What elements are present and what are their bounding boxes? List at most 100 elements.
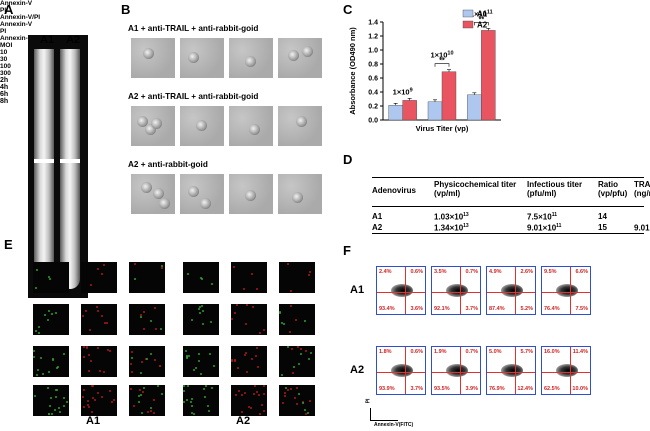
tem-image-r2c2: [180, 106, 224, 146]
cell-spot: [187, 385, 189, 387]
cell-spot: [186, 357, 188, 359]
cell-spot: [259, 413, 261, 415]
cell-spot: [244, 354, 246, 356]
cell-spot: [241, 394, 243, 396]
cell-spot: [130, 388, 132, 390]
cell-spot: [54, 409, 56, 411]
cell-spot: [193, 413, 195, 415]
virion-particle: [200, 198, 211, 209]
titer-annotation: 1×1011: [470, 9, 493, 18]
cell-spot: [155, 328, 157, 330]
tem-image-r1c2: [180, 38, 224, 78]
panel-a-label: A: [4, 2, 14, 17]
cell-spot: [37, 369, 39, 371]
fluorescence-image: [33, 262, 69, 293]
tube-a1-glass: [34, 49, 54, 289]
cell-spot: [161, 267, 163, 269]
tem-image-r3c4: [278, 174, 322, 214]
cell-spot: [35, 330, 37, 332]
cell-spot: [263, 385, 265, 387]
table-rule-top: [372, 177, 644, 178]
cell-spot: [207, 405, 209, 407]
cell-spot: [251, 358, 253, 360]
quadrant-ll: 87.4%: [489, 306, 505, 312]
flow-plot: 16.0% 11.4% 62.5% 10.0%: [541, 346, 591, 395]
cell-spot: [290, 388, 292, 390]
virion-particle: [153, 188, 164, 199]
cell-spot: [57, 366, 59, 368]
tem-row1-caption: A1 + anti-TRAIL + anti-rabbit-goid: [128, 24, 259, 33]
quadrant-hline: [432, 372, 480, 373]
cell-spot: [140, 314, 142, 316]
moi-label: MOI: [0, 42, 13, 49]
cell-spot: [202, 310, 204, 312]
cell-spot: [183, 401, 185, 403]
cell-spot: [140, 372, 142, 374]
cell-spot: [238, 390, 240, 392]
flow-plot: 1.9% 0.7% 93.5% 3.9%: [431, 346, 481, 395]
cell-spot: [283, 323, 285, 325]
x-axis-label: Virus Titer (vp): [416, 124, 469, 133]
cell-spot: [233, 266, 235, 268]
cell-spot: [308, 274, 310, 276]
cell-spot: [246, 304, 248, 306]
tube-a1-band: [34, 159, 54, 163]
column-label: Annexin-V: [0, 0, 33, 7]
table-cell: 14: [598, 212, 607, 221]
quadrant-hline: [377, 372, 425, 373]
column-label: PI: [0, 7, 7, 14]
th-trail: TRAIL (ng/ml): [634, 180, 650, 198]
cell-spot: [193, 369, 195, 371]
tem-row2-caption: A2 + anti-TRAIL + anti-rabbit-goid: [128, 92, 259, 101]
cell-spot: [246, 371, 248, 373]
cell-spot: [279, 312, 281, 314]
cell-spot: [187, 273, 189, 275]
cell-spot: [258, 394, 260, 396]
cell-spot: [97, 392, 99, 394]
cell-spot: [146, 358, 148, 360]
cell-spot: [231, 360, 233, 362]
cell-spot: [92, 385, 94, 387]
virion-particle: [145, 124, 156, 135]
tem-image-r1c1: [131, 38, 175, 78]
quadrant-vline: [570, 347, 571, 394]
virion-particle: [188, 52, 199, 63]
moi-value: 300: [0, 70, 11, 77]
quadrant-ll: 76.9%: [489, 386, 505, 392]
cell-population: [391, 284, 413, 297]
cell-spot: [33, 350, 35, 352]
panel-e-label: E: [4, 237, 13, 252]
cell-spot: [234, 359, 236, 361]
cell-spot: [56, 389, 58, 391]
panel-d-label: D: [343, 152, 353, 167]
y-tick-label: 0.0: [368, 118, 378, 125]
cell-spot: [183, 390, 185, 392]
fluorescence-image: [231, 346, 267, 377]
cell-spot: [109, 350, 111, 352]
cell-population: [391, 364, 413, 377]
quadrant-ll: 76.4%: [544, 306, 560, 312]
cell-spot: [281, 322, 283, 324]
cell-spot: [257, 366, 259, 368]
cell-spot: [200, 373, 202, 375]
cell-spot: [157, 385, 159, 387]
fluorescence-image: [231, 385, 267, 416]
flow-plot: 3.5% 0.7% 92.1% 3.7%: [431, 266, 481, 315]
cell-spot: [289, 331, 291, 333]
significance-marker: **: [479, 16, 485, 23]
cell-spot: [38, 332, 40, 334]
cell-spot: [49, 405, 51, 407]
panel-b-label: B: [121, 2, 131, 17]
cell-spot: [154, 307, 156, 309]
tem-image-r3c1: [131, 174, 175, 214]
column-label: Annexin-V/PI: [0, 35, 41, 42]
quadrant-ur: 2.6%: [520, 269, 533, 275]
virion-particle: [137, 116, 148, 127]
tube-a2-label: A2: [66, 34, 81, 46]
tube-a1-label: A1: [40, 34, 55, 46]
tube-a2-glass: [60, 49, 80, 289]
virion-particle: [245, 190, 256, 201]
quadrant-hline: [432, 292, 480, 293]
cell-spot: [310, 352, 312, 354]
cell-spot: [282, 402, 284, 404]
